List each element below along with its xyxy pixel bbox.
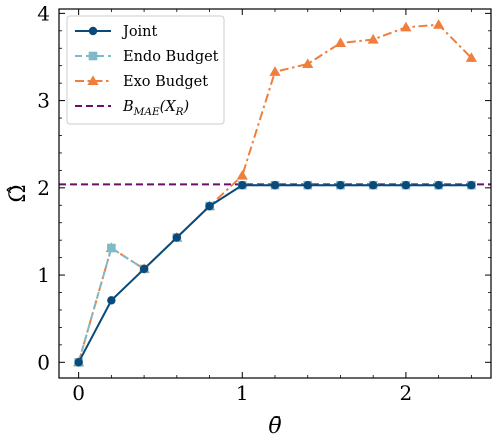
legend-exo-budget-label: Exo Budget (123, 74, 208, 90)
legend-reference-label-arg: (X (160, 99, 177, 115)
legend-reference-label-main: B (122, 99, 134, 115)
joint-point (74, 358, 83, 367)
legend-reference-label-sub: MAE (133, 106, 160, 118)
series-joint (74, 181, 476, 367)
legend-reference-label-arg-sub: R (175, 106, 184, 118)
y-tick-label: 0 (37, 350, 50, 374)
legend-joint-marker (88, 26, 98, 36)
exo-budget-point (400, 21, 412, 32)
legend-reference-label: BMAE(XR) (122, 99, 189, 118)
legend-box (66, 15, 225, 125)
legend: Joint Endo Budget Exo Budget BMAE(XR) (66, 15, 225, 125)
exo-budget-point (302, 58, 314, 68)
joint-point (107, 296, 116, 305)
joint-line (77, 184, 472, 363)
y-axis-title: Ω̂ (6, 184, 31, 202)
joint-point (434, 181, 443, 190)
axes-layer: 0 1 2 0 1 2 3 4 θ̄ Ω̂ (6, 1, 492, 439)
x-tick-label: 1 (236, 381, 249, 405)
x-tick-label: 0 (72, 381, 85, 405)
exo-budget-point (334, 37, 347, 48)
series-layer (59, 19, 491, 367)
joint-point (139, 264, 149, 274)
x-tick-label: 2 (400, 381, 413, 405)
exo-budget-point (236, 170, 248, 180)
exo-budget-point (367, 33, 379, 44)
x-axis-title: θ̄ (268, 414, 281, 439)
joint-point (172, 233, 182, 242)
exo-budget-point (433, 19, 445, 29)
legend-reference-label-close: ) (183, 99, 190, 115)
y-tick-label: 2 (37, 176, 50, 200)
joint-point (205, 201, 214, 211)
endo-budget-point (107, 243, 116, 253)
joint-point (336, 181, 345, 190)
y-tick-label: 1 (37, 263, 50, 287)
joint-point (270, 181, 280, 190)
joint-point (467, 181, 476, 190)
joint-point (303, 181, 312, 190)
legend-endo-budget-marker (88, 51, 98, 61)
series-endo-budget (74, 180, 476, 367)
joint-point (238, 181, 247, 190)
y-tick-label: 4 (37, 1, 50, 25)
joint-point (401, 181, 411, 190)
legend-joint-label: Joint (121, 24, 158, 40)
legend-exo-budget-marker (87, 75, 99, 86)
legend-endo-budget-label: Endo Budget (123, 49, 219, 65)
exo-budget-point (465, 52, 477, 62)
y-tick-label: 3 (37, 89, 50, 113)
exo-budget-point (269, 66, 281, 76)
joint-point (368, 181, 378, 190)
endo-budget-line (77, 184, 472, 363)
